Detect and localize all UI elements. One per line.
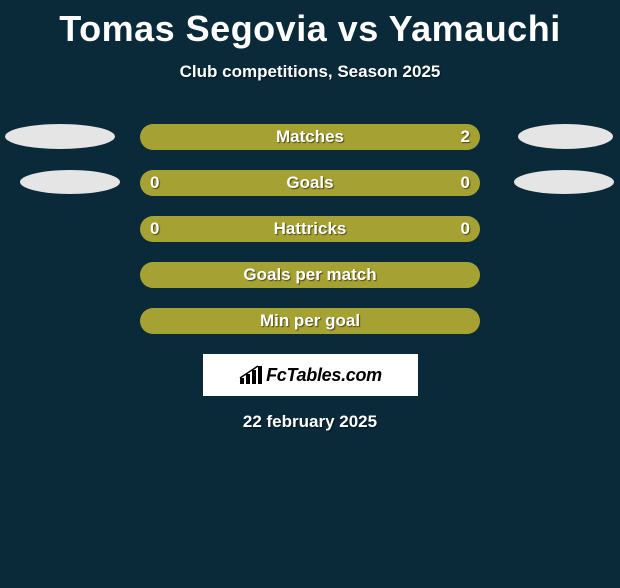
stat-label: Goals per match	[243, 265, 376, 285]
bars-icon	[238, 364, 264, 386]
page-title: Tomas Segovia vs Yamauchi	[0, 8, 620, 50]
decoration-ellipse	[518, 124, 613, 149]
logo-box: FcTables.com	[203, 354, 418, 396]
stat-label: Min per goal	[260, 311, 360, 331]
stat-label: Hattricks	[274, 219, 347, 239]
stat-right-value: 0	[461, 173, 470, 193]
decoration-ellipse	[5, 124, 115, 149]
stat-row-goals-per-match: Goals per match	[140, 262, 480, 288]
stat-left-value: 0	[150, 173, 159, 193]
page-subtitle: Club competitions, Season 2025	[0, 62, 620, 82]
stat-label: Matches	[276, 127, 344, 147]
stat-right-value: 2	[461, 127, 470, 147]
stat-left-value: 0	[150, 219, 159, 239]
stat-row-hattricks: 0 Hattricks 0	[140, 216, 480, 242]
decoration-ellipse	[20, 170, 120, 194]
decoration-ellipse	[514, 170, 614, 194]
stats-area: Matches 2 0 Goals 0 0 Hattricks 0 Goals …	[0, 124, 620, 334]
stat-label: Goals	[286, 173, 333, 193]
date-label: 22 february 2025	[0, 412, 620, 432]
logo-text: FcTables.com	[266, 365, 382, 386]
stat-row-goals: 0 Goals 0	[140, 170, 480, 196]
stat-row-matches: Matches 2	[140, 124, 480, 150]
stat-row-min-per-goal: Min per goal	[140, 308, 480, 334]
stat-rows: Matches 2 0 Goals 0 0 Hattricks 0 Goals …	[140, 124, 480, 334]
stat-right-value: 0	[461, 219, 470, 239]
